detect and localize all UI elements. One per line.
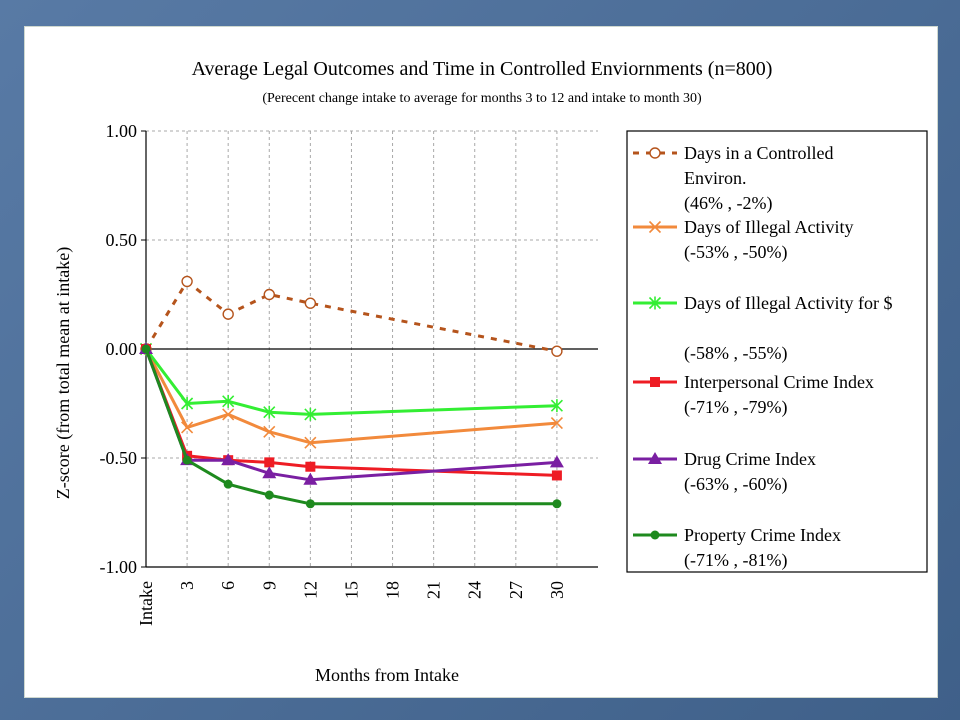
data-point-illegal [181,421,194,434]
legend-label: Days of Illegal Activity for $ [684,293,892,313]
legend-item-illegal_money: Days of Illegal Activity for $ (-58% , -5… [633,293,892,364]
legend-item-property: Property Crime Index (-71% , -81%) [633,525,841,571]
data-point-illegal [550,417,563,430]
x-tick-label: 15 [341,581,361,599]
legend-swatch-marker [650,530,660,540]
slide-frame: Average Legal Outcomes and Time in Contr… [24,26,938,698]
x-tick-label: 30 [547,581,567,599]
data-point-drug [221,453,236,466]
data-point-illegal [222,408,235,421]
chart-subtitle: (Perecent change intake to average for m… [262,91,702,106]
data-point-property [182,455,192,465]
series-illegal [139,342,563,449]
x-tick-label: 12 [300,581,320,599]
y-tick-label: -0.50 [100,448,138,468]
data-point-property [223,479,233,489]
series-layer [139,275,564,509]
legend-label: Property Crime Index [684,525,841,545]
data-point-drug [303,472,318,485]
y-axis-title: Z-score (from total mean at intake) [53,247,74,499]
x-tick-label: 18 [383,581,403,599]
legend-label: (-71% , -79%) [684,397,787,418]
legend-label: Environ. [684,168,747,188]
line-chart: Average Legal Outcomes and Time in Contr… [53,58,928,685]
series-line-controlled [144,279,558,353]
x-tick-label: 21 [424,581,444,599]
data-point-illegal_money [304,407,317,421]
legend-label: Interpersonal Crime Index [684,372,874,392]
legend-label: Drug Crime Index [684,449,816,469]
chart-card: Average Legal Outcomes and Time in Contr… [24,26,938,698]
y-tick-label: 1.00 [106,121,138,141]
data-point-interpersonal [305,461,316,472]
series-line-illegal [144,348,558,445]
legend-label: (-58% , -55%) [684,343,787,364]
legend-swatch-marker [650,377,660,387]
data-point-controlled [181,275,193,288]
data-point-controlled [304,297,317,309]
data-point-illegal_money [222,394,235,408]
x-tick-label: 3 [177,581,197,590]
y-tick-labels: 1.00 0.50 0.00 -0.50 -1.00 [100,121,138,577]
data-point-illegal_money [550,399,563,413]
axes [141,130,598,568]
x-tick-label: Intake [136,581,156,626]
x-tick-label: 24 [465,581,485,599]
legend-item-drug: Drug Crime Index (-63% , -60%) [633,449,816,495]
data-point-controlled [263,288,275,301]
data-point-property [552,499,562,509]
data-point-illegal [304,436,317,449]
legend-label: (-71% , -81%) [684,550,787,571]
data-point-interpersonal [264,457,275,468]
x-tick-label: 9 [259,581,279,590]
data-point-controlled [222,308,234,320]
legend-swatch-marker [648,452,662,464]
data-point-property [141,344,151,354]
y-tick-label: 0.00 [106,339,138,359]
x-axis-title: Months from Intake [315,665,459,685]
legend-label: (46% , -2%) [684,193,772,214]
chart-title: Average Legal Outcomes and Time in Contr… [192,58,773,80]
data-point-illegal_money [263,405,276,419]
series-line-illegal_money [144,348,557,416]
x-tick-label: 6 [218,581,238,590]
series-line-property [144,348,557,506]
legend-item-illegal: Days of Illegal Activity (-53% , -50%) [633,217,853,263]
data-point-property [264,490,274,500]
legend-swatch-marker [648,220,662,234]
y-tick-label: -1.00 [100,557,138,577]
data-point-illegal_money [181,397,194,410]
legend-swatch-marker [648,296,662,310]
legend-item-interpersonal: Interpersonal Crime Index (-71% , -79%) [633,372,874,418]
legend-label: (-53% , -50%) [684,242,787,263]
legend-box [626,130,928,573]
x-tick-label: 27 [506,581,526,599]
data-point-interpersonal [551,470,562,481]
legend-label: Days in a Controlled [684,143,833,163]
legend-label: Days of Illegal Activity [684,217,853,237]
y-tick-label: 0.50 [106,230,138,250]
series-property [141,344,562,509]
data-point-property [305,499,315,509]
legend-label: (-63% , -60%) [684,474,787,495]
legend-item-controlled: Days in a Controlled Environ. (46% , -2%) [633,143,833,214]
x-tick-labels: Intake 3 6 9 12 15 18 21 24 27 30 [136,581,567,626]
data-point-controlled [551,345,563,357]
data-point-drug [549,455,564,468]
legend-swatch-marker [649,147,661,159]
data-point-drug [262,466,277,479]
data-point-illegal [263,425,276,438]
